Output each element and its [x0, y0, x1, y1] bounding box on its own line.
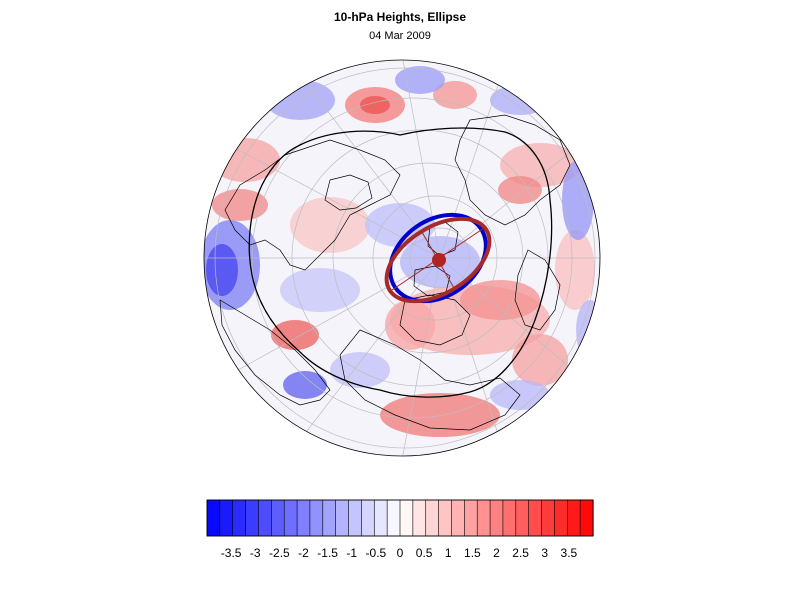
anomaly-patch	[498, 176, 542, 204]
colorbar-tick-label: 1	[445, 546, 452, 560]
colorbar-bin	[348, 499, 362, 537]
colorbar-bin	[258, 499, 272, 537]
anomaly-patch	[555, 230, 595, 310]
colorbar-bin	[296, 499, 311, 537]
colorbar-bin	[373, 499, 388, 537]
anomaly-patch	[283, 371, 327, 399]
colorbar-tick-label: 2.5	[512, 546, 529, 560]
colorbar-bin	[309, 499, 324, 537]
anomaly-patch	[385, 300, 435, 350]
colorbar-ticks: -3.5 -3 -2.5 -2 -1.5 -1 -0.5 0 0.5 1 1.5 2 2.5 3 3.5	[221, 546, 578, 560]
colorbar-bins	[206, 499, 594, 537]
anomaly-patch	[271, 320, 319, 350]
anomaly-patch	[212, 189, 268, 221]
colorbar-bin	[438, 499, 453, 537]
anomaly-patch	[380, 393, 500, 437]
colorbar-bin	[566, 499, 581, 537]
colorbar-tick-label: -1.5	[317, 546, 338, 560]
anomaly-patch	[460, 280, 540, 320]
colorbar-tick-label: -2.5	[269, 546, 290, 560]
colorbar-outline	[206, 499, 594, 537]
colorbar-tick-label: -0.5	[366, 546, 387, 560]
colorbar-tick-label: 0.5	[416, 546, 433, 560]
colorbar-bin	[412, 499, 427, 537]
colorbar-tick-label: 2	[493, 546, 500, 560]
fitted-ellipse	[384, 216, 492, 304]
colorbar-tick-label: 1.5	[464, 546, 481, 560]
colorbar-bin	[515, 499, 530, 537]
colorbar-bin	[322, 499, 337, 537]
colorbar-bin	[245, 499, 260, 537]
colorbar-bin	[283, 499, 298, 537]
colorbar-tick-label: -1	[346, 546, 357, 560]
colorbar-tick-label: -3	[250, 546, 261, 560]
colorbar-bin	[451, 499, 465, 537]
anomaly-patch	[512, 334, 568, 386]
ellipse-centroid	[432, 253, 446, 267]
colorbar-bin	[579, 499, 594, 537]
colorbar-bin	[541, 499, 556, 537]
coastlines	[219, 114, 571, 431]
colorbar-bin	[386, 499, 401, 537]
colorbar-bin	[271, 499, 285, 537]
colorbar-bin	[399, 499, 414, 537]
colorbar-bin	[528, 499, 543, 537]
colorbar-bin	[335, 499, 350, 537]
plot-date: 04 Mar 2009	[369, 30, 431, 42]
anomaly-patch	[280, 268, 360, 312]
anomaly-patch	[290, 197, 370, 253]
colorbar-tick-label: 3.5	[561, 546, 578, 560]
colorbar-tick-label: -2	[298, 546, 309, 560]
colorbar-bin	[206, 499, 221, 537]
anomaly-patch	[206, 244, 238, 296]
colorbar-bin	[361, 499, 375, 537]
colorbar-bin	[232, 499, 247, 537]
colorbar-bin	[464, 499, 478, 537]
height-contour	[248, 127, 553, 398]
colorbar-bin	[476, 499, 491, 537]
plot-title: 10-hPa Heights, Ellipse	[333, 10, 467, 24]
globe-outline	[203, 59, 601, 457]
colorbar-bin	[502, 499, 517, 537]
colorbar-tick-label: 0	[397, 546, 404, 560]
colorbar-bin	[489, 499, 504, 537]
anomaly-patch	[433, 81, 477, 109]
colorbar-bin	[554, 499, 568, 537]
colorbar-bin	[219, 499, 234, 537]
colorbar-tick-label: -3.5	[221, 546, 242, 560]
colorbar-bin	[425, 499, 440, 537]
colorbar-tick-label: 3	[541, 546, 548, 560]
anomaly-patch	[395, 66, 445, 94]
